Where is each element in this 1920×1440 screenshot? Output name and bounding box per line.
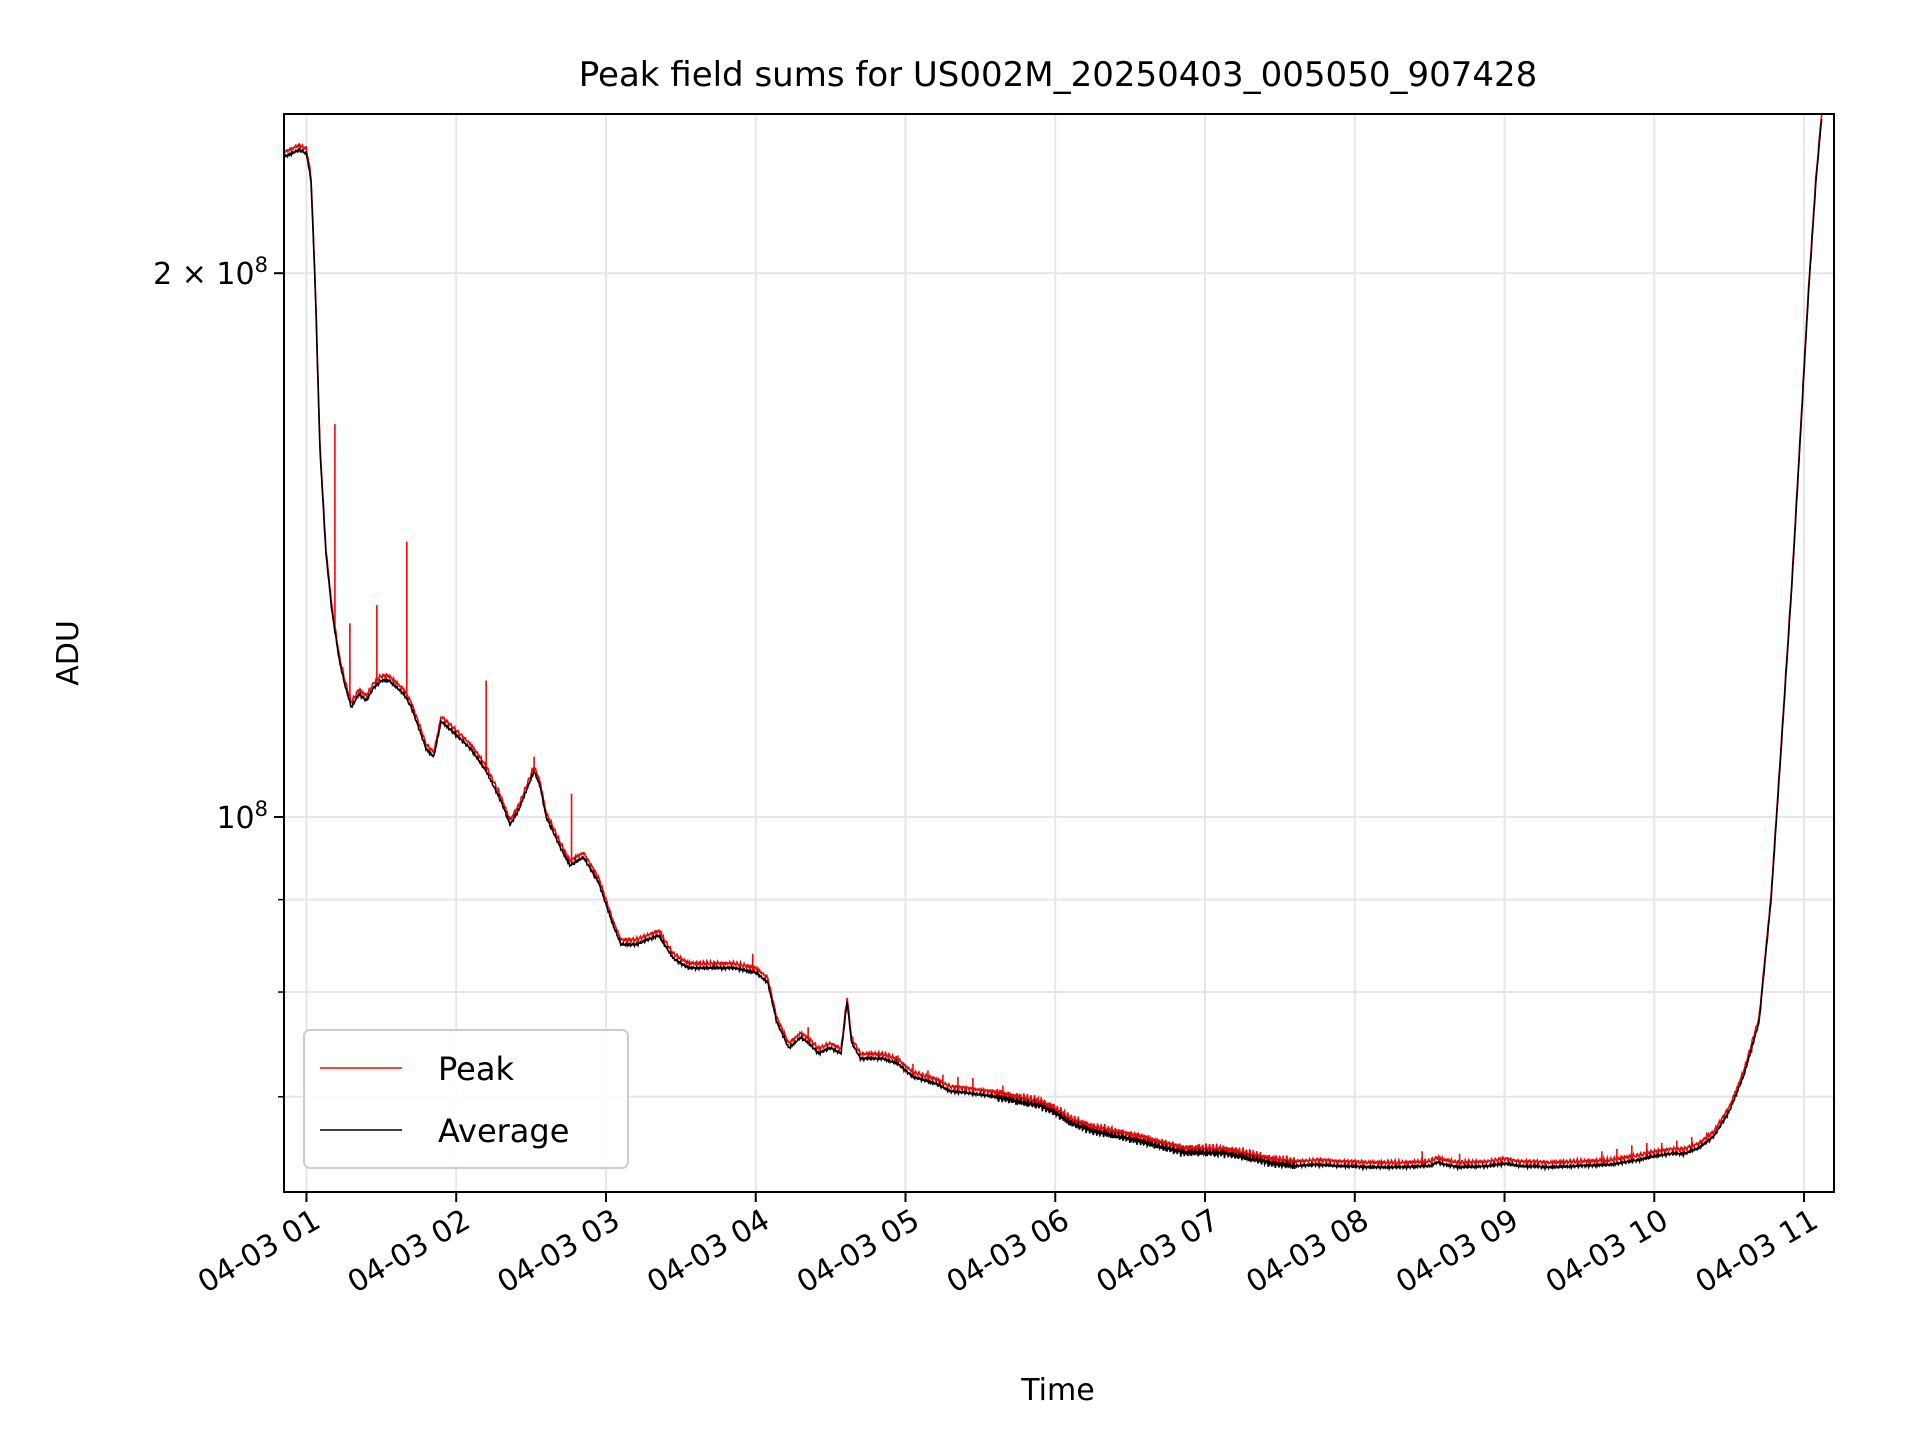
axes-frame <box>283 113 1835 1193</box>
x-axis-label: Time <box>1020 1373 1094 1408</box>
legend-peak-label: Peak <box>438 1050 514 1088</box>
peak-series-line <box>284 114 1823 1168</box>
y-axis: 108 2 × 108 <box>153 253 284 1098</box>
legend-frame <box>303 1029 629 1169</box>
y-axis-label: ADU <box>51 620 86 686</box>
plot-area <box>284 114 1823 1172</box>
legend: Peak Average <box>303 1029 629 1169</box>
y-tick-label: 2 × 108 <box>153 253 268 292</box>
grid <box>284 114 1834 1192</box>
chart-title: Peak field sums for US002M_20250403_0050… <box>579 55 1538 95</box>
average-series-line <box>284 119 1823 1172</box>
legend-average-label: Average <box>438 1112 569 1150</box>
y-tick-label: 108 <box>216 797 268 836</box>
